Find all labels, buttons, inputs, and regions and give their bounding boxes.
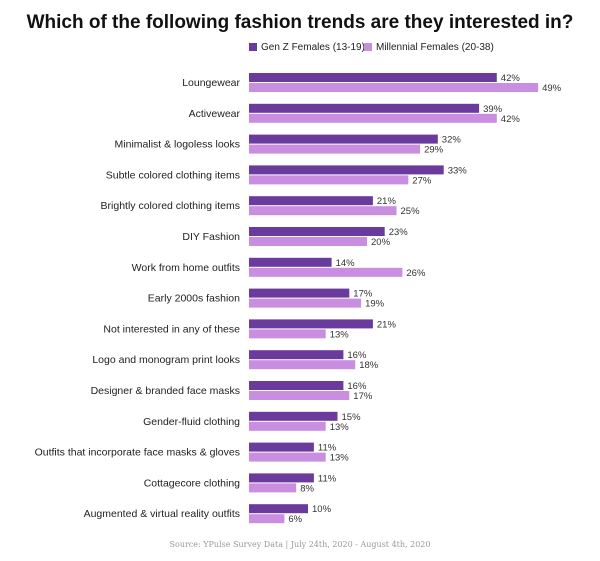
bar-12-series-0: [249, 442, 314, 452]
bar-11-series-0: [249, 411, 338, 421]
bar-2-series-0: [249, 134, 438, 144]
value-label-6-series-1: 26%: [406, 268, 426, 279]
value-label-9-series-1: 18%: [359, 360, 379, 371]
value-label-10-series-1: 17%: [353, 391, 373, 402]
value-label-4-series-0: 21%: [377, 196, 397, 207]
legend-label-1: Millennial Females (20-38): [376, 42, 494, 53]
value-label-13-series-1: 8%: [300, 483, 314, 494]
value-label-1-series-0: 39%: [483, 104, 503, 115]
value-label-0-series-1: 49%: [542, 83, 562, 94]
bar-10-series-1: [249, 391, 350, 400]
value-label-12-series-0: 11%: [318, 443, 337, 454]
source-note: Source: YPulse Survey Data | July 24th, …: [169, 540, 431, 549]
category-label-14: Augmented & virtual reality outfits: [84, 508, 240, 520]
value-label-5-series-0: 23%: [389, 227, 409, 238]
value-label-7-series-1: 19%: [365, 299, 385, 310]
value-label-11-series-0: 15%: [342, 412, 362, 423]
category-label-9: Logo and monogram print looks: [92, 354, 240, 366]
bar-9-series-0: [249, 350, 344, 360]
value-label-3-series-0: 33%: [448, 165, 468, 176]
bar-14-series-1: [249, 514, 285, 524]
category-label-3: Subtle colored clothing items: [106, 169, 240, 181]
category-label-13: Cottagecore clothing: [144, 477, 240, 489]
category-label-0: Loungewear: [182, 77, 240, 89]
legend: Gen Z Females (13-19) Millennial Females …: [249, 42, 494, 53]
bar-4-series-0: [249, 196, 373, 206]
value-label-14-series-1: 6%: [288, 514, 302, 525]
value-label-0-series-0: 42%: [501, 73, 521, 84]
value-label-1-series-1: 42%: [501, 114, 521, 125]
chart-title: Which of the following fashion trends ar…: [26, 12, 574, 33]
value-label-4-series-1: 25%: [401, 206, 421, 217]
bar-1-series-0: [249, 103, 480, 113]
bar-6-series-0: [249, 257, 332, 267]
category-label-11: Gender-fluid clothing: [143, 416, 240, 428]
value-label-5-series-1: 20%: [371, 237, 391, 248]
bar-12-series-1: [249, 452, 326, 462]
value-label-6-series-0: 14%: [336, 258, 356, 269]
bar-1-series-1: [249, 113, 497, 123]
value-label-8-series-0: 21%: [377, 319, 397, 330]
bar-3-series-1: [249, 175, 409, 185]
bar-5-series-1: [249, 237, 367, 246]
bar-7-series-1: [249, 298, 362, 308]
bar-2-series-1: [249, 144, 421, 154]
category-label-6: Work from home outfits: [132, 262, 240, 274]
value-label-2-series-0: 32%: [442, 135, 462, 146]
bars-group: Loungewear 42%49%Activewear 39%42%Minimali…: [35, 73, 562, 525]
bar-4-series-1: [249, 206, 397, 216]
bar-13-series-1: [249, 483, 297, 493]
bar-11-series-1: [249, 421, 326, 431]
legend-swatch-0: [249, 43, 257, 51]
bar-0-series-0: [249, 73, 497, 82]
value-label-13-series-0: 11%: [318, 473, 337, 484]
category-label-8: Not interested in any of these: [103, 323, 240, 335]
bar-9-series-1: [249, 360, 356, 370]
category-label-10: Designer & branded face masks: [91, 385, 240, 397]
category-label-12: Outfits that incorporate face masks & gl…: [35, 447, 240, 459]
bar-6-series-1: [249, 267, 403, 277]
category-label-1: Activewear: [189, 108, 241, 120]
value-label-2-series-1: 29%: [424, 145, 444, 156]
bar-7-series-0: [249, 288, 350, 298]
value-label-9-series-0: 16%: [347, 350, 367, 361]
value-label-7-series-0: 17%: [353, 289, 373, 300]
bar-8-series-1: [249, 329, 326, 339]
value-label-3-series-1: 27%: [412, 175, 432, 186]
bar-13-series-0: [249, 473, 314, 483]
category-label-4: Brightly colored clothing items: [101, 200, 240, 212]
value-label-8-series-1: 13%: [330, 329, 350, 340]
bar-0-series-1: [249, 83, 539, 92]
bar-10-series-0: [249, 381, 344, 390]
bar-8-series-0: [249, 319, 373, 329]
value-label-11-series-1: 13%: [330, 422, 350, 433]
category-label-2: Minimalist & logoless looks: [115, 139, 240, 151]
value-label-14-series-0: 10%: [312, 504, 332, 515]
bar-5-series-0: [249, 227, 385, 236]
bar-14-series-0: [249, 504, 308, 514]
bar-3-series-0: [249, 165, 444, 175]
value-label-12-series-1: 13%: [330, 453, 350, 464]
category-label-5: DIY Fashion: [182, 231, 240, 243]
legend-swatch-1: [364, 43, 372, 51]
legend-label-0: Gen Z Females (13-19): [261, 42, 365, 53]
value-label-10-series-0: 16%: [347, 381, 367, 392]
category-label-7: Early 2000s fashion: [148, 293, 240, 305]
